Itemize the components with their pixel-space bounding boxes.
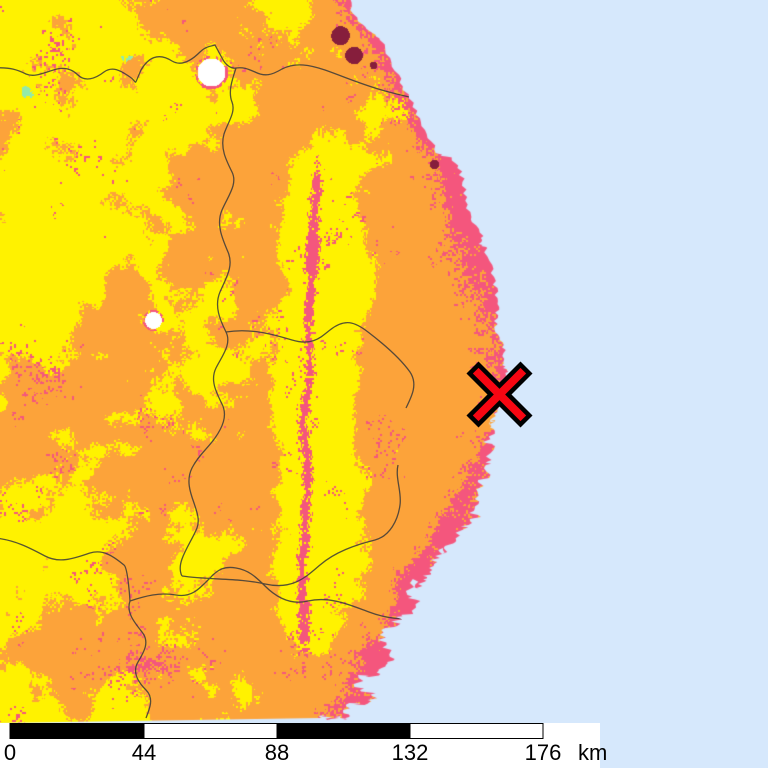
svg-text:132: 132 — [392, 740, 429, 765]
svg-text:km: km — [578, 740, 607, 765]
svg-text:88: 88 — [265, 740, 289, 765]
svg-text:44: 44 — [132, 740, 156, 765]
svg-text:0: 0 — [4, 740, 16, 765]
svg-text:176: 176 — [525, 740, 562, 765]
